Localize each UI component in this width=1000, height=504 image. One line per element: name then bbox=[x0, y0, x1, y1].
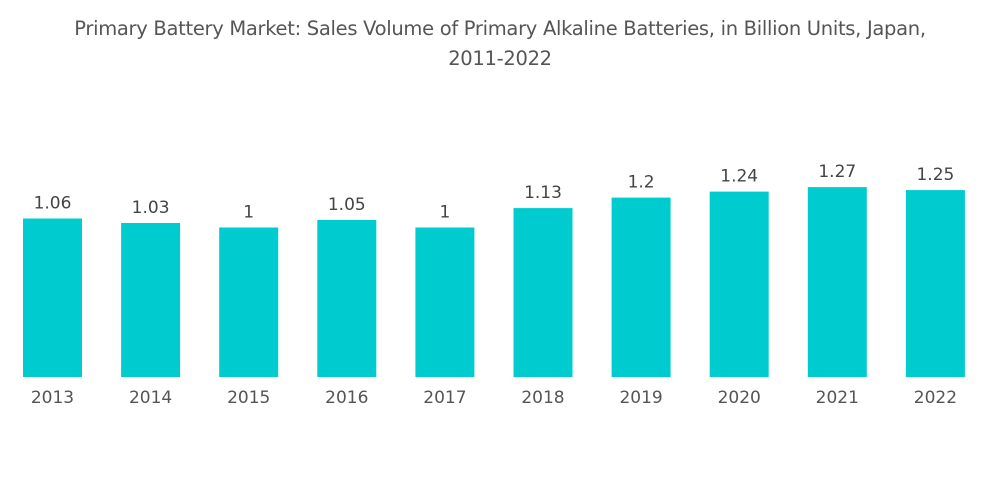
value-label-2022: 1.25 bbox=[916, 165, 954, 185]
x-tick-label-2019: 2019 bbox=[619, 388, 662, 408]
value-label-2017: 1 bbox=[439, 203, 450, 223]
bar-2018 bbox=[513, 208, 573, 377]
bar-2020 bbox=[709, 191, 769, 377]
value-label-2014: 1.03 bbox=[132, 198, 170, 218]
bar-2017 bbox=[415, 227, 475, 377]
value-label-2013: 1.06 bbox=[34, 194, 72, 214]
bar-2021 bbox=[807, 187, 867, 377]
x-tick-label-2014: 2014 bbox=[129, 388, 172, 408]
x-tick-label-2018: 2018 bbox=[521, 388, 564, 408]
value-label-2018: 1.13 bbox=[524, 183, 562, 203]
bar-2016 bbox=[317, 220, 377, 377]
x-tick-label-2020: 2020 bbox=[718, 388, 761, 408]
bar-2019 bbox=[611, 197, 671, 377]
value-labels-group: 1.06 1.03 1 1.05 1 1.13 1.2 1.24 1.27 1.25 bbox=[34, 162, 955, 222]
chart-title-line-2: 2011-2022 bbox=[448, 47, 552, 70]
bar-2014 bbox=[121, 223, 181, 377]
chart-title-line-1: Primary Battery Market: Sales Volume of … bbox=[74, 17, 926, 40]
x-tick-label-2013: 2013 bbox=[31, 388, 74, 408]
bar-2013 bbox=[23, 218, 82, 377]
chart-title: Primary Battery Market: Sales Volume of … bbox=[0, 14, 1000, 74]
x-tick-label-2015: 2015 bbox=[227, 388, 270, 408]
value-label-2021: 1.27 bbox=[818, 162, 856, 182]
value-label-2016: 1.05 bbox=[328, 195, 366, 215]
x-axis-ticks-group: 2013 2014 2015 2016 2017 2018 2019 2020 2021 2022 bbox=[31, 388, 957, 408]
bar-2015 bbox=[219, 227, 279, 377]
bar-2022 bbox=[905, 190, 965, 377]
x-tick-label-2021: 2021 bbox=[816, 388, 859, 408]
value-label-2019: 1.2 bbox=[628, 173, 655, 193]
x-tick-label-2022: 2022 bbox=[914, 388, 957, 408]
x-tick-label-2017: 2017 bbox=[423, 388, 466, 408]
bars-group bbox=[23, 187, 965, 377]
value-label-2015: 1 bbox=[243, 203, 254, 223]
value-label-2020: 1.24 bbox=[720, 167, 758, 187]
x-tick-label-2016: 2016 bbox=[325, 388, 368, 408]
